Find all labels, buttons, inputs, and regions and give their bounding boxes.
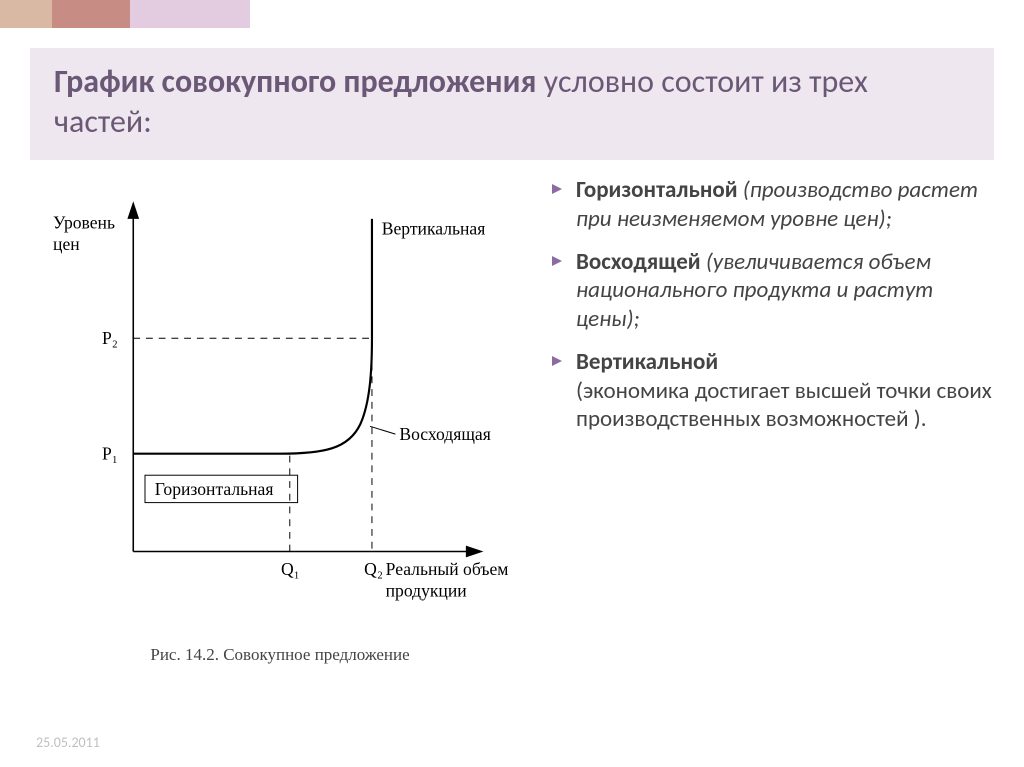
y-axis-label-2: цен xyxy=(53,234,80,254)
bullet-term: Вертикальной xyxy=(576,348,718,376)
arrow-ascending xyxy=(370,426,395,434)
x-axis-label-1: Реальный объем xyxy=(386,559,509,579)
axes xyxy=(127,201,483,557)
chart-panel: Уровень цен P₁ P₂ Q₁ Q₂ Реальный объем п… xyxy=(30,170,530,717)
bullet-desc: (экономика достигает высшей точки своих … xyxy=(576,377,992,434)
bullet-text: Горизонтальной (производство растет при … xyxy=(576,176,994,234)
accent-block-3 xyxy=(130,0,250,28)
bullet-text: Восходящей (увеличивается объем национал… xyxy=(576,248,994,334)
as-curve-chart: Уровень цен P₁ P₂ Q₁ Q₂ Реальный объем п… xyxy=(30,170,530,620)
accent-block-1 xyxy=(0,0,52,28)
bullet-term: Восходящей xyxy=(576,248,701,276)
guides xyxy=(133,338,372,551)
date-footer: 25.05.2011 xyxy=(36,734,100,751)
bullet-term: Горизонтальной xyxy=(576,176,738,204)
bullet-arrow-icon xyxy=(550,354,564,434)
bullet-arrow-icon xyxy=(550,254,564,334)
y-axis-label-1: Уровень xyxy=(53,213,115,233)
bullet-arrow-icon xyxy=(550,182,564,234)
accent-bar xyxy=(0,0,1024,28)
chart-caption: Рис. 14.2. Совокупное предложение xyxy=(30,645,530,665)
accent-block-4 xyxy=(250,0,1024,28)
bullet-text: Вертикальной (экономика достигает высшей… xyxy=(576,348,994,434)
list-item: Горизонтальной (производство растет при … xyxy=(550,176,994,234)
label-horizontal: Горизонтальная xyxy=(155,479,274,499)
label-ascending: Восходящая xyxy=(399,424,490,444)
tick-q1: Q₁ xyxy=(281,559,300,579)
x-axis-label-2: продукции xyxy=(386,581,467,601)
accent-block-2 xyxy=(52,0,130,28)
slide-title: График совокупного предложения условно с… xyxy=(54,62,970,142)
title-bold: График совокупного предложения xyxy=(54,62,536,101)
list-item: Восходящей (увеличивается объем национал… xyxy=(550,248,994,334)
as-curve xyxy=(133,219,372,454)
tick-q2: Q₂ xyxy=(364,559,383,579)
tick-p2: P₂ xyxy=(102,328,118,348)
tick-p1: P₁ xyxy=(102,444,118,464)
title-band: График совокупного предложения условно с… xyxy=(30,48,994,160)
label-vertical: Вертикальная xyxy=(382,219,486,239)
bullet-list: Горизонтальной (производство растет при … xyxy=(550,170,994,717)
list-item: Вертикальной (экономика достигает высшей… xyxy=(550,348,994,434)
